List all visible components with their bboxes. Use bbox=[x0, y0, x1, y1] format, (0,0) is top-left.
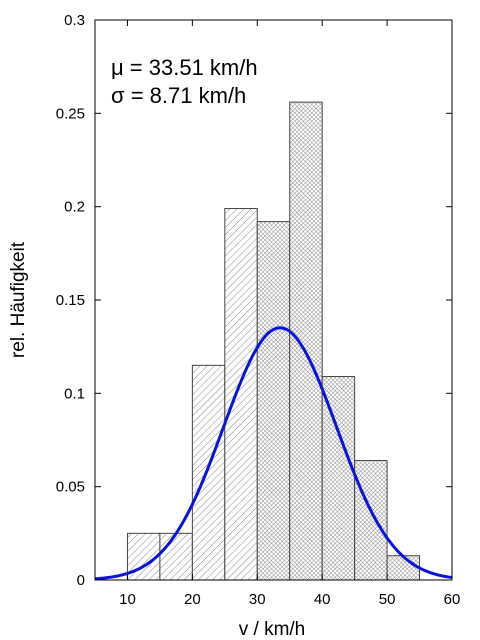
x-axis: 10 20 30 40 50 60 bbox=[119, 20, 460, 608]
y-tick-label: 0.15 bbox=[56, 292, 85, 309]
normal-fit-curve bbox=[94, 326, 453, 581]
x-axis-title: v / km/h bbox=[239, 619, 306, 640]
y-tick-label: 0.05 bbox=[56, 479, 85, 496]
y-axis-title: rel. Häufigkeit bbox=[8, 241, 29, 358]
histogram-bar-45-50 bbox=[354, 460, 388, 581]
y-tick-label: 0.3 bbox=[64, 12, 85, 29]
y-tick-label: 0.2 bbox=[64, 199, 85, 216]
x-tick-label: 50 bbox=[379, 591, 396, 608]
histogram-bar-30-35 bbox=[256, 221, 291, 581]
x-tick-label: 20 bbox=[184, 591, 201, 608]
histogram-bar-35-40 bbox=[289, 101, 323, 581]
histogram-bar-25-30 bbox=[224, 208, 258, 581]
y-tick-label: 0.25 bbox=[56, 105, 85, 122]
x-tick-label: 40 bbox=[314, 591, 331, 608]
y-tick-label: 0 bbox=[77, 572, 85, 589]
std-annotation: σ = 8.71 km/h bbox=[111, 83, 246, 108]
x-tick-label: 60 bbox=[444, 591, 461, 608]
y-tick-label: 0.1 bbox=[64, 385, 85, 402]
histogram-bar-20-25 bbox=[191, 364, 226, 581]
y-axis: 0 0.05 0.1 0.15 0.2 0.25 0.3 bbox=[56, 12, 452, 589]
x-tick-label: 30 bbox=[249, 591, 266, 608]
x-tick-label: 10 bbox=[119, 591, 136, 608]
histogram-bar-40-45 bbox=[321, 376, 356, 581]
histogram-bars bbox=[126, 101, 421, 581]
histogram-bar-15-20 bbox=[159, 532, 193, 581]
histogram-bar-50-55 bbox=[386, 555, 421, 581]
mean-annotation: μ = 33.51 km/h bbox=[111, 55, 258, 80]
